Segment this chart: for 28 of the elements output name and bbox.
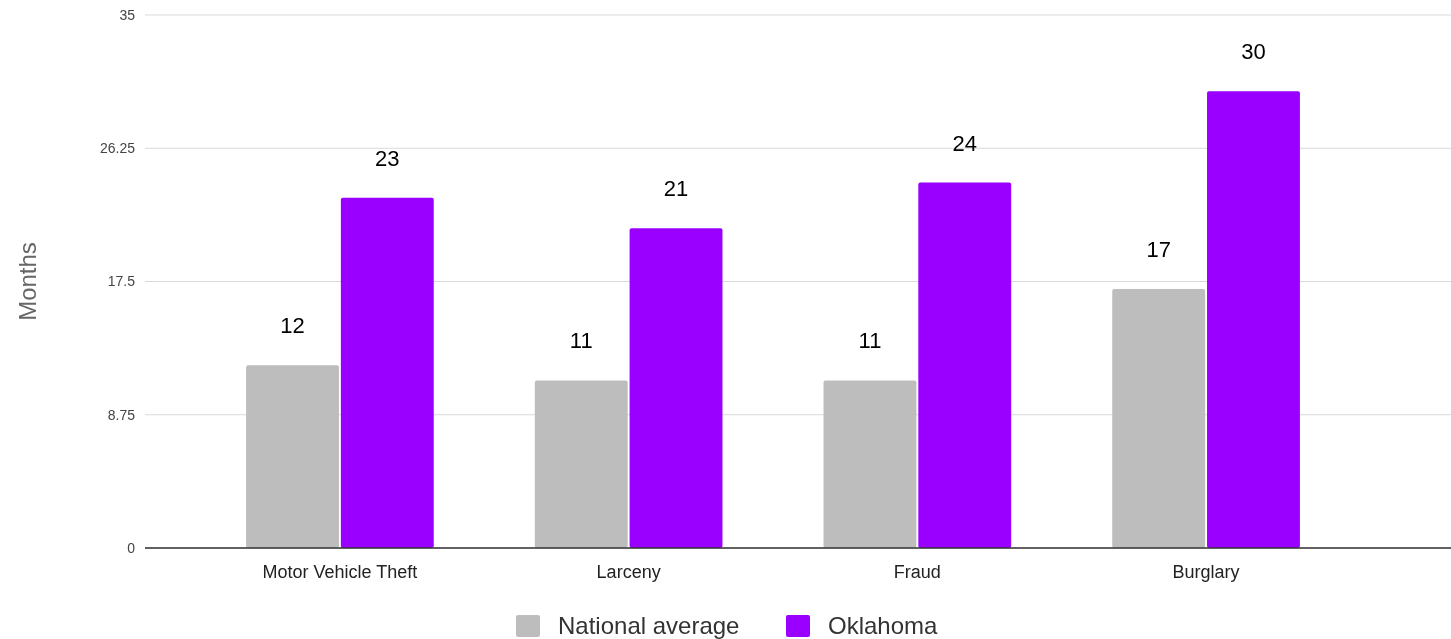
bar [246,365,339,548]
data-label: 12 [280,313,305,339]
bar [823,380,917,548]
data-label: 11 [858,328,882,354]
data-label: 17 [1146,237,1171,263]
y-tick-label: 8.75 [107,406,136,423]
x-tick-label: Burglary [1172,562,1240,582]
legend-label: National average [558,612,740,639]
y-axis-title: Months [14,242,41,321]
data-label: 23 [375,145,400,171]
y-tick-label: 17.5 [107,273,136,290]
data-label: 24 [952,130,977,156]
data-label: 30 [1241,39,1266,65]
bar [340,197,434,548]
data-label: 11 [569,328,593,354]
bar [1112,289,1206,548]
x-tick-label: Motor Vehicle Theft [262,562,418,582]
y-tick-label: 0 [127,539,136,556]
bar [534,380,628,548]
data-label: 21 [663,176,689,202]
x-tick-label: Larceny [596,562,661,582]
bar [1207,91,1300,548]
y-tick-label: 35 [119,6,136,23]
legend-label: Oklahoma [828,612,939,639]
y-tick-label: 26.25 [99,140,136,157]
bar [918,182,1012,548]
x-tick-label: Fraud [893,562,941,582]
bar [629,228,723,548]
